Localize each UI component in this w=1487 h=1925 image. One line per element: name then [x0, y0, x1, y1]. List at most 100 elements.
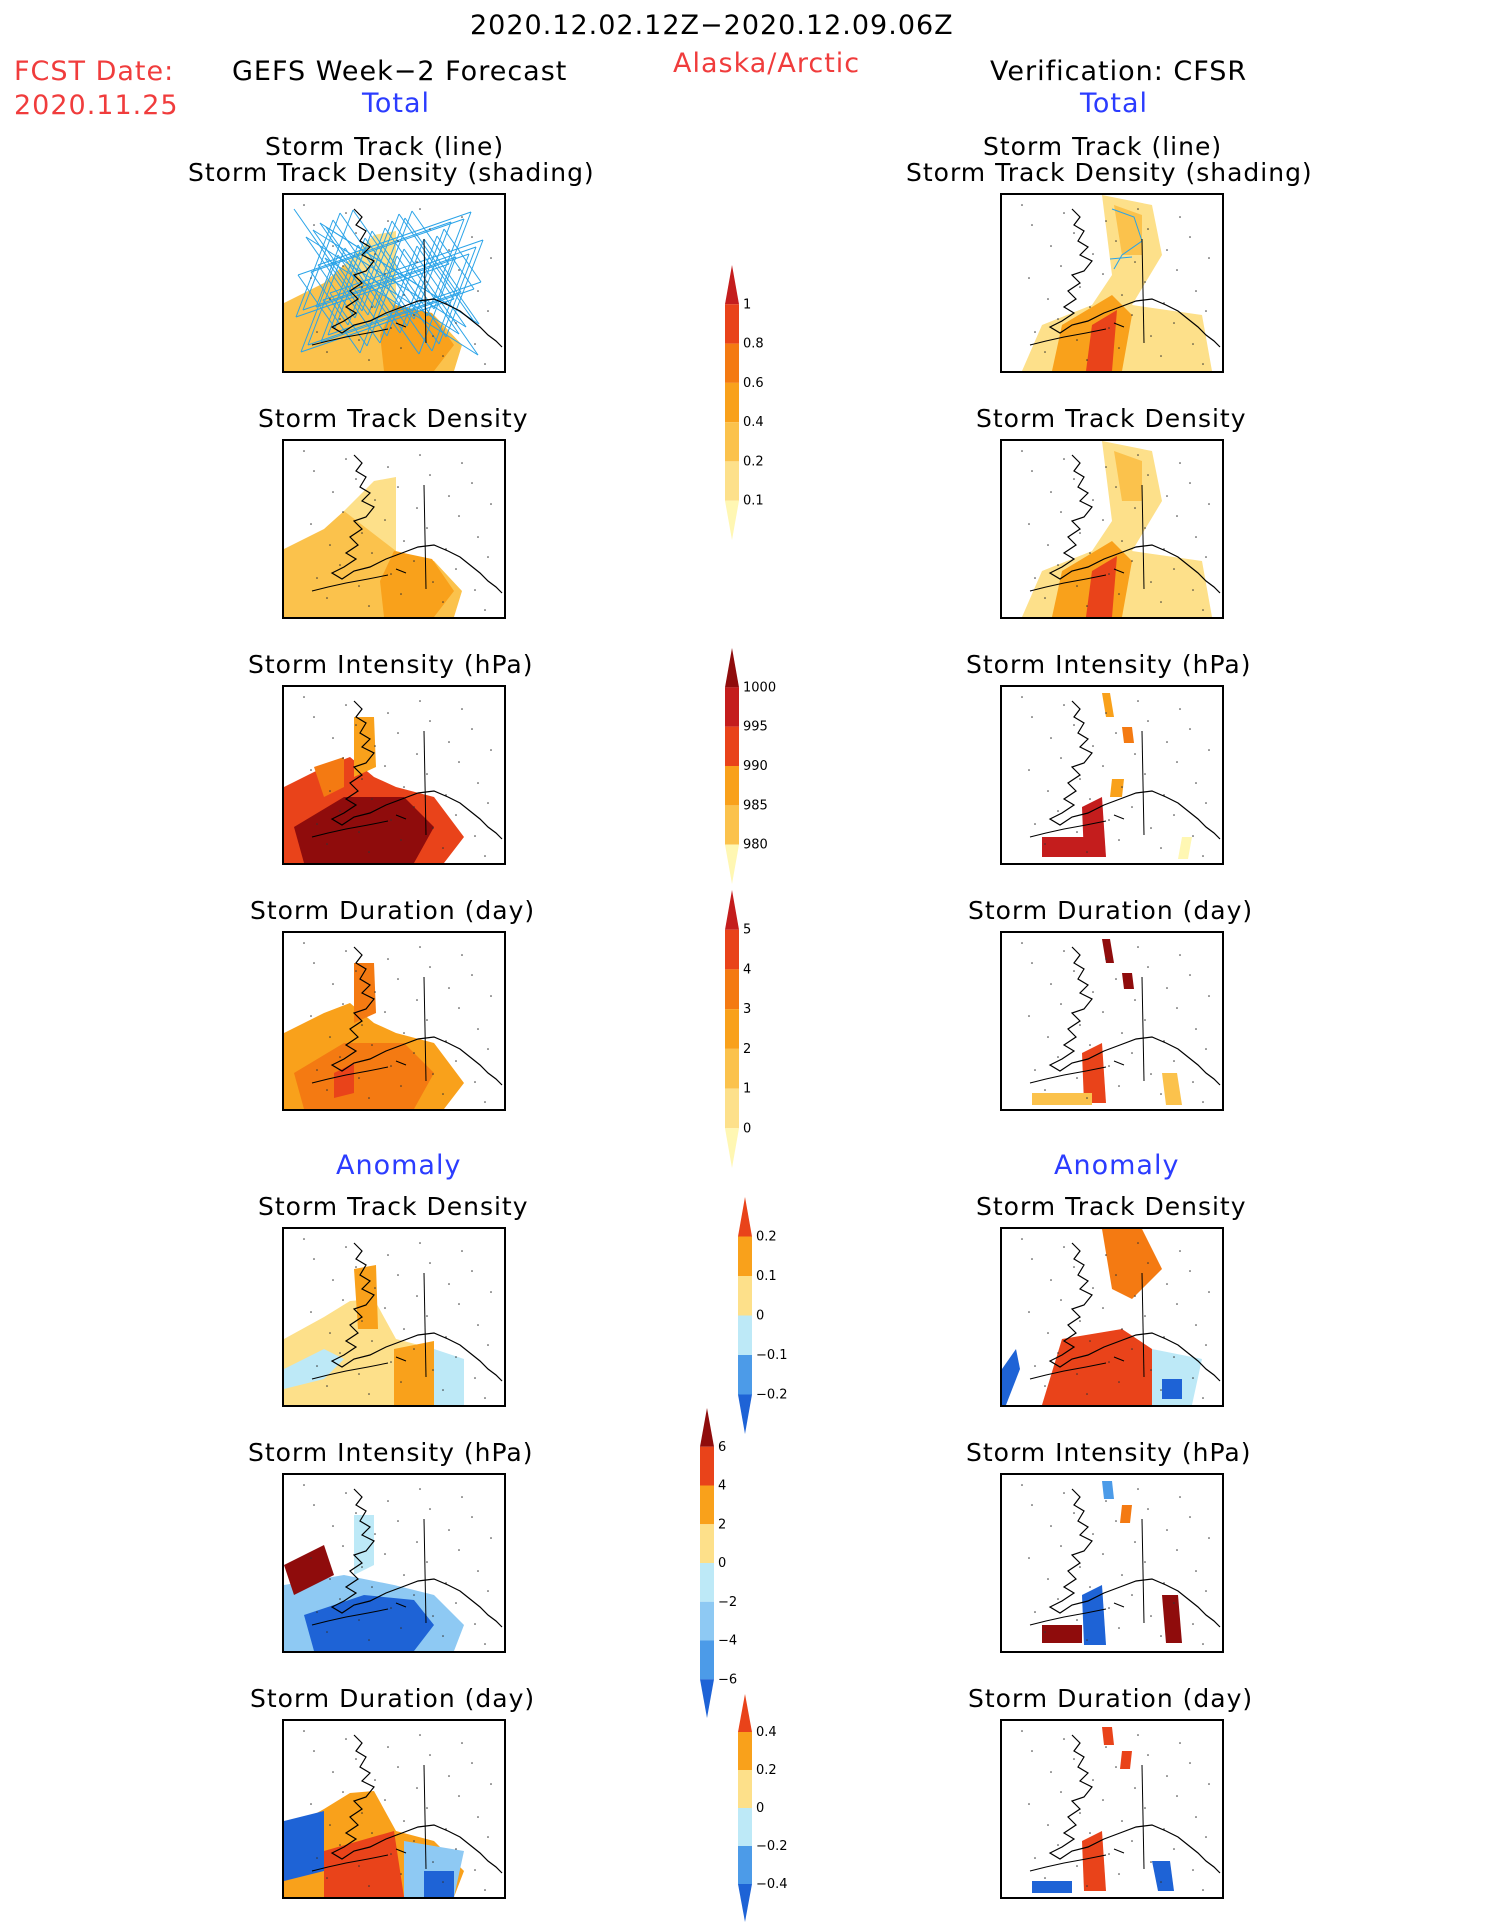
colorbar-segment — [725, 890, 739, 930]
shaded-region — [1102, 1229, 1162, 1299]
graticule-dot — [1060, 1299, 1062, 1301]
graticule-dot — [1150, 335, 1152, 337]
graticule-dot — [432, 827, 434, 829]
graticule-dot — [416, 1541, 418, 1543]
graticule-dot — [442, 1389, 444, 1391]
graticule-dot — [1202, 855, 1204, 857]
graticule-dot — [1195, 1570, 1197, 1572]
graticule-dot — [310, 523, 312, 525]
graticule-dot — [1092, 499, 1094, 501]
map-cfsr-intensity-total — [1000, 685, 1224, 865]
graticule-dot — [1021, 1730, 1023, 1732]
map-canvas — [1021, 1481, 1221, 1645]
map-cfsr-duration-anomaly — [1000, 1719, 1224, 1899]
colorbar-tick-label: −0.1 — [756, 1348, 788, 1363]
graticule-dot — [1028, 1015, 1030, 1017]
graticule-dot — [1115, 732, 1117, 734]
graticule-dot — [1173, 1356, 1175, 1358]
shaded-region — [434, 1349, 464, 1405]
storm-track-line — [391, 220, 430, 275]
coastline — [1029, 814, 1125, 838]
graticule-dot — [361, 286, 363, 288]
coastline — [1029, 1060, 1125, 1084]
storm-track-line — [441, 270, 480, 325]
map-gefs-track-total — [282, 193, 506, 373]
graticule-dot — [1147, 1262, 1149, 1264]
storm-track-line — [330, 261, 369, 316]
graticule-dot — [1195, 1816, 1197, 1818]
shaded-region — [1102, 1481, 1114, 1499]
graticule-dot — [397, 240, 399, 242]
graticule-dot — [316, 331, 318, 333]
shaded-region — [1032, 1881, 1072, 1893]
graticule-dot — [1160, 355, 1162, 357]
colorbar-tick-label: 0.2 — [743, 454, 764, 469]
graticule-dot — [316, 1365, 318, 1367]
colorbar-segment — [738, 1355, 752, 1395]
graticule-dot — [1144, 1807, 1146, 1809]
map-gefs-density-total — [282, 439, 506, 619]
graticule-dot — [455, 1060, 457, 1062]
right-column-title: Verification: CFSR — [990, 56, 1248, 87]
graticule-dot — [484, 1889, 486, 1891]
storm-track-line — [319, 222, 358, 277]
graticule-dot — [1079, 532, 1081, 534]
graticule-dot — [1105, 958, 1107, 960]
graticule-dot — [1202, 1397, 1204, 1399]
graticule-dot — [1050, 737, 1052, 739]
map-canvas — [1021, 693, 1221, 859]
graticule-dot — [339, 564, 341, 566]
colorbar-segment — [700, 1679, 714, 1718]
graticule-dot — [1173, 1602, 1175, 1604]
colorbar-segment — [738, 1276, 752, 1316]
storm-track-line — [413, 221, 452, 320]
graticule-dot — [1176, 1795, 1178, 1797]
coastline — [330, 208, 503, 348]
right-title-density-anom: Storm Track Density — [976, 1192, 1247, 1221]
graticule-dot — [387, 712, 389, 714]
graticule-dot — [1073, 1758, 1075, 1760]
graticule-dot — [1134, 1541, 1136, 1543]
graticule-dot — [1092, 745, 1094, 747]
graticule-dot — [484, 1397, 486, 1399]
graticule-dot — [477, 782, 479, 784]
graticule-dot — [1150, 1861, 1152, 1863]
storm-track-line — [426, 218, 465, 317]
coastline — [1048, 700, 1221, 840]
graticule-dot — [455, 814, 457, 816]
graticule-dot — [1060, 265, 1062, 267]
graticule-dot — [474, 589, 476, 591]
colorbar-tick-label: 1000 — [743, 680, 776, 695]
graticule-dot — [1176, 761, 1178, 763]
graticule-dot — [426, 1561, 428, 1563]
graticule-dot — [1137, 454, 1139, 456]
graticule-dot — [400, 1381, 402, 1383]
graticule-dot — [1105, 466, 1107, 468]
graticule-dot — [1108, 1853, 1110, 1855]
graticule-dot — [448, 249, 450, 251]
graticule-dot — [1166, 1529, 1168, 1531]
coastline — [1141, 976, 1145, 1082]
graticule-dot — [1028, 523, 1030, 525]
colorbar-segment — [738, 1236, 752, 1276]
graticule-dot — [329, 1824, 331, 1826]
graticule-dot — [1202, 363, 1204, 365]
graticule-dot — [355, 724, 357, 726]
shaded-region — [424, 1871, 454, 1897]
storm-track-line — [324, 257, 363, 312]
graticule-dot — [1047, 1332, 1049, 1334]
graticule-dot — [1166, 1283, 1168, 1285]
shaded-region — [1102, 1727, 1114, 1745]
graticule-dot — [1131, 1052, 1133, 1054]
colorbar-tick-label: −0.2 — [756, 1388, 788, 1403]
graticule-dot — [390, 1361, 392, 1363]
shaded-region — [284, 1545, 334, 1595]
graticule-dot — [329, 1332, 331, 1334]
colorbar-tick-label: −4 — [718, 1634, 737, 1649]
graticule-dot — [1176, 515, 1178, 517]
graticule-dot — [426, 1315, 428, 1317]
graticule-dot — [458, 1795, 460, 1797]
graticule-dot — [1031, 1750, 1033, 1752]
graticule-dot — [1050, 983, 1052, 985]
graticule-dot — [1147, 1508, 1149, 1510]
